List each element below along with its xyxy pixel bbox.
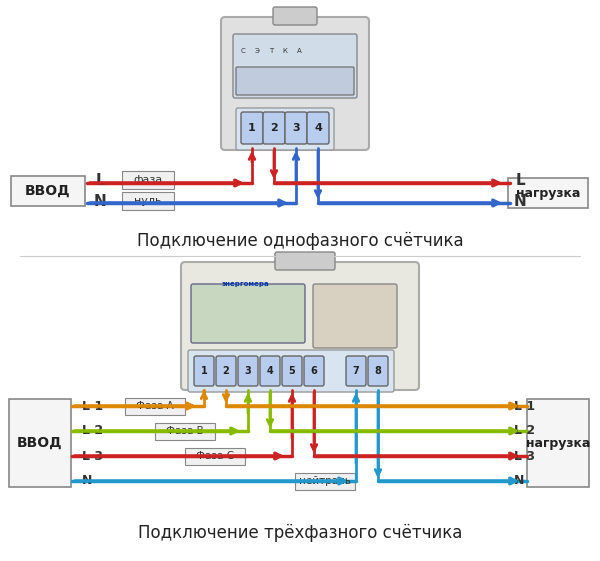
Text: 4: 4 [314,123,322,133]
Text: К: К [283,48,287,54]
FancyBboxPatch shape [9,399,71,487]
FancyBboxPatch shape [275,252,335,270]
FancyBboxPatch shape [216,356,236,386]
FancyBboxPatch shape [11,176,85,206]
Text: L 2: L 2 [82,425,103,438]
FancyBboxPatch shape [260,356,280,386]
Text: Подключение трёхфазного счётчика: Подключение трёхфазного счётчика [138,524,462,542]
Text: 1: 1 [200,366,208,376]
FancyBboxPatch shape [185,448,245,465]
Text: 2: 2 [223,366,229,376]
FancyBboxPatch shape [194,356,214,386]
FancyBboxPatch shape [313,284,397,348]
Text: L 1: L 1 [514,399,535,412]
Text: L 2: L 2 [514,425,535,438]
FancyBboxPatch shape [527,399,589,487]
FancyBboxPatch shape [273,7,317,25]
FancyBboxPatch shape [191,284,305,343]
Text: N: N [94,194,106,209]
FancyBboxPatch shape [221,17,369,150]
Text: N: N [514,475,524,488]
Text: 6: 6 [311,366,317,376]
FancyBboxPatch shape [181,262,419,390]
Text: L: L [95,172,105,187]
Text: Т: Т [269,48,273,54]
FancyBboxPatch shape [295,472,355,490]
FancyBboxPatch shape [282,356,302,386]
Text: N: N [514,194,526,209]
Text: нейтраль: нейтраль [299,476,351,486]
Text: Фаза В: Фаза В [166,426,204,436]
Text: нуль: нуль [134,196,162,206]
FancyBboxPatch shape [285,112,307,144]
Text: N: N [82,475,92,488]
Text: нагрузка: нагрузка [516,186,580,200]
Text: Подключение однофазного счётчика: Подключение однофазного счётчика [137,232,463,250]
FancyBboxPatch shape [236,108,334,150]
Text: 3: 3 [245,366,251,376]
Text: L 3: L 3 [514,449,535,462]
Text: L: L [515,172,525,187]
Text: Фаза С: Фаза С [196,451,234,461]
Text: ВВОД: ВВОД [17,436,63,450]
FancyBboxPatch shape [241,112,263,144]
Text: А: А [296,48,301,54]
Text: Э: Э [254,48,259,54]
FancyBboxPatch shape [307,112,329,144]
FancyBboxPatch shape [368,356,388,386]
Text: 1: 1 [248,123,256,133]
FancyBboxPatch shape [155,422,215,439]
Text: 8: 8 [374,366,382,376]
Text: 7: 7 [353,366,359,376]
Text: 4: 4 [266,366,274,376]
Text: Фаза А: Фаза А [136,401,174,411]
Text: L 3: L 3 [82,449,103,462]
FancyBboxPatch shape [346,356,366,386]
Text: нагрузка: нагрузка [526,436,590,449]
FancyBboxPatch shape [236,67,354,95]
FancyBboxPatch shape [125,398,185,415]
Text: ВВОД: ВВОД [25,184,71,198]
FancyBboxPatch shape [122,192,174,210]
Text: 2: 2 [270,123,278,133]
FancyBboxPatch shape [263,112,285,144]
FancyBboxPatch shape [188,350,394,392]
Text: 5: 5 [289,366,295,376]
FancyBboxPatch shape [508,178,588,208]
Text: 3: 3 [292,123,300,133]
FancyBboxPatch shape [304,356,324,386]
Text: С: С [241,48,245,54]
Text: энергомера: энергомера [221,281,269,287]
FancyBboxPatch shape [122,171,174,189]
FancyBboxPatch shape [238,356,258,386]
Text: фаза: фаза [133,175,163,185]
FancyBboxPatch shape [233,34,357,98]
Text: L 1: L 1 [82,399,103,412]
